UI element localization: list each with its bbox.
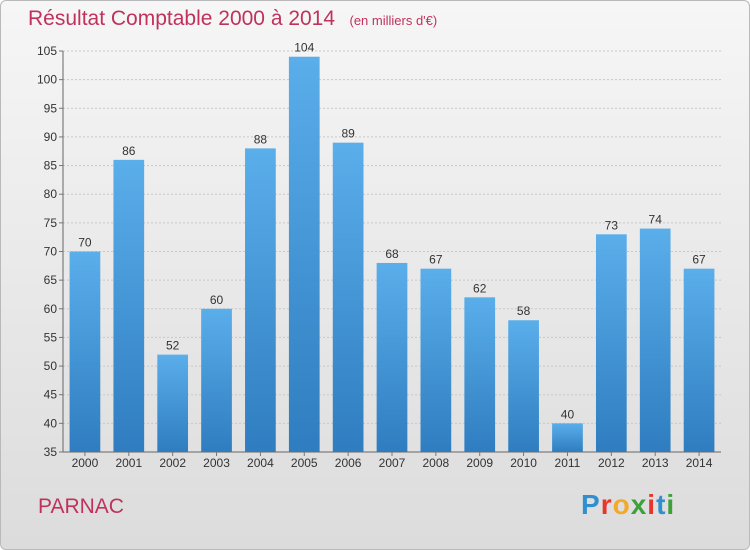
logo-letter: i: [647, 489, 657, 520]
x-tick-label: 2013: [642, 456, 669, 470]
x-tick-label: 2001: [115, 456, 142, 470]
chart-unit: (en milliers d'€): [349, 13, 438, 28]
x-tick-label: 2006: [335, 456, 362, 470]
x-tick-label: 2003: [203, 456, 230, 470]
x-tick-label: 2012: [598, 456, 625, 470]
bar: [245, 148, 276, 452]
y-tick-label: 50: [44, 359, 58, 373]
bar: [376, 262, 408, 452]
y-tick-label: 45: [44, 388, 58, 402]
y-tick-label: 75: [44, 216, 58, 230]
bar-value-label: 60: [210, 293, 224, 307]
bar: [595, 234, 627, 452]
bar-value-label: 88: [254, 132, 268, 146]
y-tick-label: 35: [44, 445, 58, 459]
bar-value-label: 70: [78, 236, 92, 250]
bar-value-label: 104: [294, 41, 314, 55]
x-tick-label: 2014: [686, 456, 713, 470]
logo-letter: r: [600, 489, 613, 520]
chart-title-block: Résultat Comptable 2000 à 2014 (en milli…: [28, 7, 437, 31]
y-tick-label: 100: [37, 73, 57, 87]
bar-value-label: 67: [429, 253, 443, 267]
bar-value-label: 40: [561, 407, 575, 421]
logo-letter: x: [630, 489, 648, 520]
bar-value-label: 68: [385, 247, 399, 261]
y-tick-label: 70: [44, 245, 58, 259]
bar-value-label: 73: [605, 218, 619, 232]
bar: [552, 423, 583, 452]
x-tick-label: 2007: [379, 456, 406, 470]
y-tick-label: 65: [44, 273, 58, 287]
y-tick-label: 105: [37, 44, 57, 58]
y-tick-label: 60: [44, 302, 58, 316]
bar: [683, 268, 715, 452]
bar-value-label: 62: [473, 281, 487, 295]
proxiti-logo: Proxiti: [581, 489, 675, 521]
x-tick-label: 2011: [555, 456, 581, 470]
bar: [157, 354, 189, 452]
y-tick-label: 85: [44, 159, 58, 173]
bar-value-label: 89: [341, 127, 355, 141]
bar: [288, 56, 320, 452]
x-tick-label: 2004: [247, 456, 274, 470]
y-tick-label: 40: [44, 416, 58, 430]
bar-value-label: 58: [517, 304, 531, 318]
x-tick-label: 2002: [159, 456, 186, 470]
chart-title: Résultat Comptable 2000 à 2014: [28, 7, 336, 30]
bar-value-label: 86: [122, 144, 136, 158]
bar: [201, 308, 232, 452]
bar: [69, 251, 101, 452]
bar: [420, 268, 452, 452]
logo-letter: t: [656, 489, 667, 520]
bar: [508, 320, 539, 452]
x-tick-label: 2005: [291, 456, 318, 470]
y-tick-label: 80: [44, 187, 58, 201]
bar: [464, 297, 496, 452]
bar-value-label: 74: [649, 213, 663, 227]
logo-letter: P: [581, 489, 601, 520]
x-tick-label: 2000: [72, 456, 99, 470]
logo-letter: o: [612, 489, 631, 520]
y-tick-label: 55: [44, 330, 58, 344]
bar: [113, 159, 145, 453]
y-tick-label: 90: [44, 130, 58, 144]
bar: [639, 228, 671, 452]
y-tick-label: 95: [44, 101, 58, 115]
x-tick-label: 2010: [510, 456, 537, 470]
bar-value-label: 52: [166, 339, 180, 353]
x-tick-label: 2008: [423, 456, 450, 470]
commune-name: PARNAC: [38, 495, 124, 518]
logo-letter: i: [666, 489, 676, 520]
bar-value-label: 67: [692, 253, 706, 267]
x-tick-label: 2009: [466, 456, 493, 470]
bar: [332, 142, 364, 452]
